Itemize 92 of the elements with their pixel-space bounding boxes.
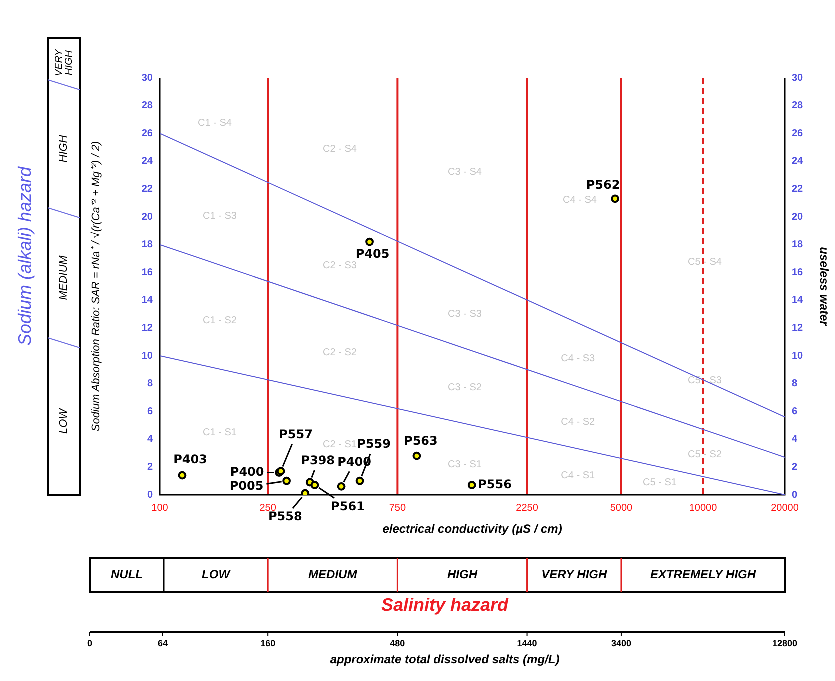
text: 12800 <box>772 638 798 648</box>
annotation: P561 <box>331 499 365 514</box>
annotation: P558 <box>268 510 302 524</box>
annotation: C3 - S3 <box>448 309 482 320</box>
x-tick-label: 10000 <box>689 502 718 514</box>
y2-tick-label: 22 <box>792 184 804 195</box>
annotation: C3 - S1 <box>448 460 482 471</box>
y-tick-label: 20 <box>142 212 154 223</box>
y-tick-label: 22 <box>142 184 154 195</box>
text: 480 <box>390 638 406 648</box>
y2-tick-label: 14 <box>792 295 804 306</box>
x-tick-label: 750 <box>389 502 406 514</box>
y-tick-label: 0 <box>147 490 154 501</box>
text: EXTREMELY HIGH <box>650 567 756 582</box>
annotation: C2 - S3 <box>323 260 358 272</box>
y-tick-label: 14 <box>142 295 154 306</box>
annotation: P405 <box>356 247 390 262</box>
text: 0 <box>87 638 93 648</box>
y2-tick-label: 28 <box>792 100 804 112</box>
annotation: P559 <box>357 437 391 452</box>
text: MEDIUM <box>308 567 358 582</box>
annotation: C1 - S4 <box>198 118 232 129</box>
text: 1440 <box>517 638 538 648</box>
y-tick-label: 30 <box>142 72 154 84</box>
text: Salinity hazard <box>381 594 510 615</box>
text: LOW <box>58 407 70 434</box>
y-tick-label: 8 <box>147 378 154 390</box>
y-tick-label: 24 <box>142 156 154 168</box>
annotation: P562 <box>586 178 620 192</box>
y-tick-label: 6 <box>147 406 154 418</box>
text: HIGH <box>447 567 478 582</box>
annotation: C1 - S3 <box>203 211 238 222</box>
y-tick-label: 10 <box>142 350 154 362</box>
text: 3400 <box>611 638 632 648</box>
y2-tick-label: 6 <box>792 406 798 418</box>
y-tick-label: 26 <box>142 128 154 140</box>
text: VERY HIGH <box>54 48 75 76</box>
text: NULL <box>111 567 143 582</box>
annotation: P556 <box>478 477 512 492</box>
y2-tick-label: 24 <box>792 156 804 168</box>
text: 160 <box>260 638 276 648</box>
x-tick-label: 100 <box>152 502 169 514</box>
y2-tick-label: 10 <box>792 350 804 362</box>
annotation: C4 - S2 <box>561 416 596 428</box>
y2-tick-label: 16 <box>792 267 804 278</box>
text: LOW <box>202 567 232 582</box>
annotation: P403 <box>174 452 208 467</box>
y2-tick-label: 20 <box>792 212 804 223</box>
text: 64 <box>158 638 168 648</box>
y2-tick-label: 8 <box>792 378 798 390</box>
annotation: C1 - S2 <box>203 315 238 326</box>
annotation: C5 - S2 <box>688 450 722 461</box>
y2-tick-label: 2 <box>792 462 798 473</box>
y-tick-label: 28 <box>142 100 154 112</box>
annotation: C3 - S2 <box>448 382 482 394</box>
annotation: P557 <box>279 427 313 442</box>
y2-tick-label: 0 <box>792 490 798 501</box>
annotation: C4 - S3 <box>561 353 596 364</box>
x-tick-label: 5000 <box>610 502 634 514</box>
text: Sodium (alkali) hazard <box>15 166 35 346</box>
y-tick-label: 4 <box>147 434 154 446</box>
annotation: P005 <box>230 479 264 494</box>
y-tick-label: 16 <box>142 267 154 278</box>
annotation: C4 - S4 <box>563 194 598 206</box>
annotation: C5 - S1 <box>643 478 678 489</box>
y2-tick-label: 18 <box>792 240 804 251</box>
annotation: C4 - S1 <box>561 470 596 482</box>
annotation: C2 - S1 <box>323 440 358 451</box>
y2-tick-label: 30 <box>792 72 804 84</box>
y-axis-title: Sodium Absorption Ratio: SAR = rNa⁺ / √(r(Ca⁺² + Mg⁺²) / 2) <box>90 141 103 432</box>
annotation: P398 <box>301 454 336 468</box>
annotation: C2 - S4 <box>323 144 358 156</box>
annotation: C5 - S4 <box>688 257 722 268</box>
x-axis-title: electrical conductivity (µS / cm) <box>382 522 562 536</box>
y-tick-label: 18 <box>142 240 154 251</box>
annotation: C3 - S4 <box>448 166 482 178</box>
text: HIGH <box>58 135 70 163</box>
text: VERY HIGH <box>542 567 608 582</box>
y2-tick-label: 12 <box>792 322 804 334</box>
annotation: P563 <box>404 434 438 448</box>
text: approximate total dissolved salts (mg/L) <box>330 652 560 666</box>
annotation: C2 - S2 <box>323 348 358 359</box>
y2-axis-title: useless water <box>817 247 832 328</box>
y2-tick-label: 26 <box>792 128 804 140</box>
y2-tick-label: 4 <box>792 434 798 446</box>
text: MEDIUM <box>58 254 70 300</box>
x-tick-label: 2250 <box>516 502 539 514</box>
y-tick-label: 12 <box>142 322 154 334</box>
annotation: P400 <box>230 464 264 479</box>
annotation: C1 - S1 <box>203 428 238 439</box>
x-tick-label: 20000 <box>771 502 800 514</box>
y-tick-label: 2 <box>147 462 154 473</box>
